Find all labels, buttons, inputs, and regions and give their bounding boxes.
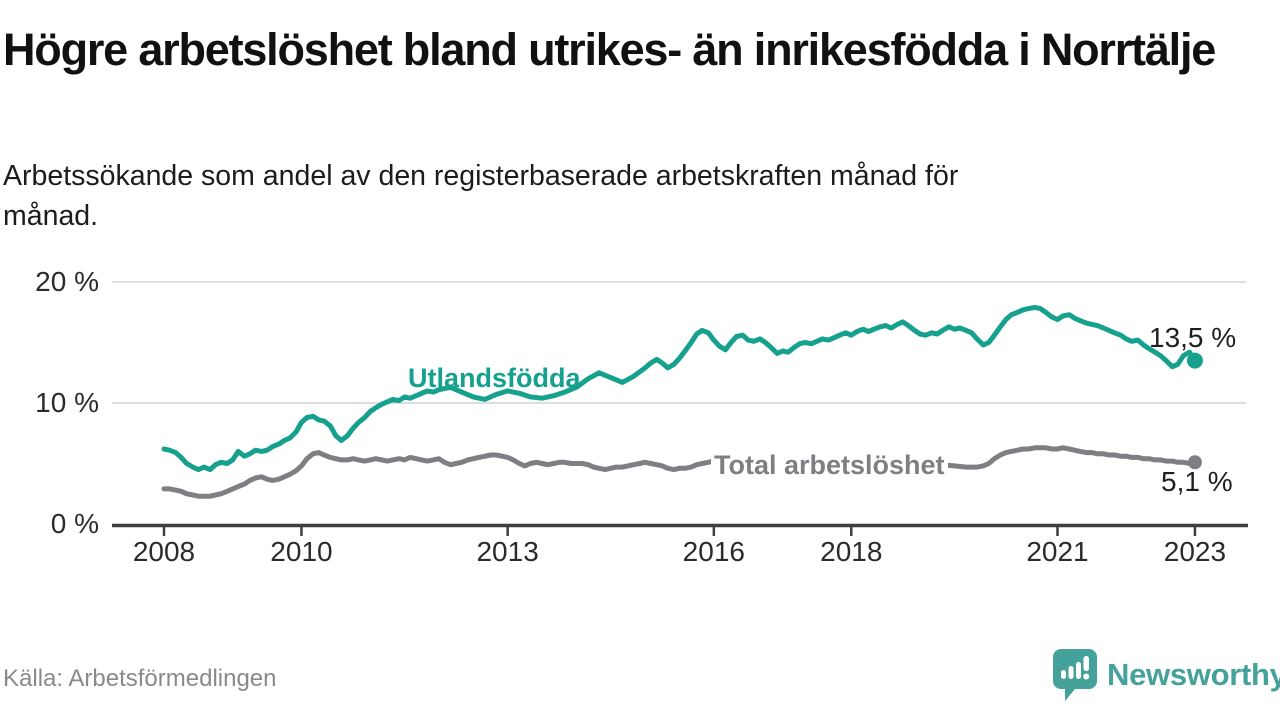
source-attribution: Källa: Arbetsförmedlingen <box>3 665 277 692</box>
series-label-utlandsfodda: Utlandsfödda <box>408 363 581 393</box>
bar-medium <box>1068 666 1074 679</box>
y-axis-tick-label: 20 % <box>35 266 99 297</box>
exclamation-dot <box>1083 673 1090 680</box>
x-axis-tick-label: 2008 <box>132 536 196 567</box>
speech-bubble-shape <box>1053 649 1097 701</box>
exclamation-stem <box>1083 656 1089 671</box>
newsworthy-logo-icon <box>1053 649 1097 701</box>
end-value-label-total-arbetsloshet: 5,1 % <box>1161 466 1233 497</box>
end-value-label-utlandsfodda: 13,5 % <box>1149 322 1237 353</box>
x-axis-tick-label: 2023 <box>1163 536 1227 567</box>
series-line-0 <box>161 304 1198 473</box>
newsworthy-wordmark: Newsworthy <box>1107 657 1280 692</box>
chart-subtitle: Arbetssökande som andel av den registerb… <box>3 160 959 232</box>
x-axis-tick-label: 2021 <box>1026 536 1089 567</box>
x-axis-tick-label: 2013 <box>476 536 539 567</box>
bar-large <box>1076 662 1081 679</box>
chart-title: Högre arbetslöshet bland utrikes- än inr… <box>3 24 1216 75</box>
x-axis-tick-label: 2016 <box>682 536 745 567</box>
bar-small <box>1061 670 1066 679</box>
x-axis-tick-label: 2010 <box>270 536 333 567</box>
x-axis-tick-label: 2018 <box>820 536 883 567</box>
series-label-total-arbetsloshet: Total arbetslöshet <box>711 450 948 481</box>
series-end-dot-1 <box>1187 455 1202 470</box>
newsworthy-logo: Newsworthy <box>1052 648 1280 702</box>
y-axis-tick-label: 0 % <box>50 508 99 539</box>
series-end-dot-0 <box>1186 352 1203 369</box>
series-line-1 <box>161 445 1198 499</box>
y-axis-tick-label: 10 % <box>35 387 99 418</box>
